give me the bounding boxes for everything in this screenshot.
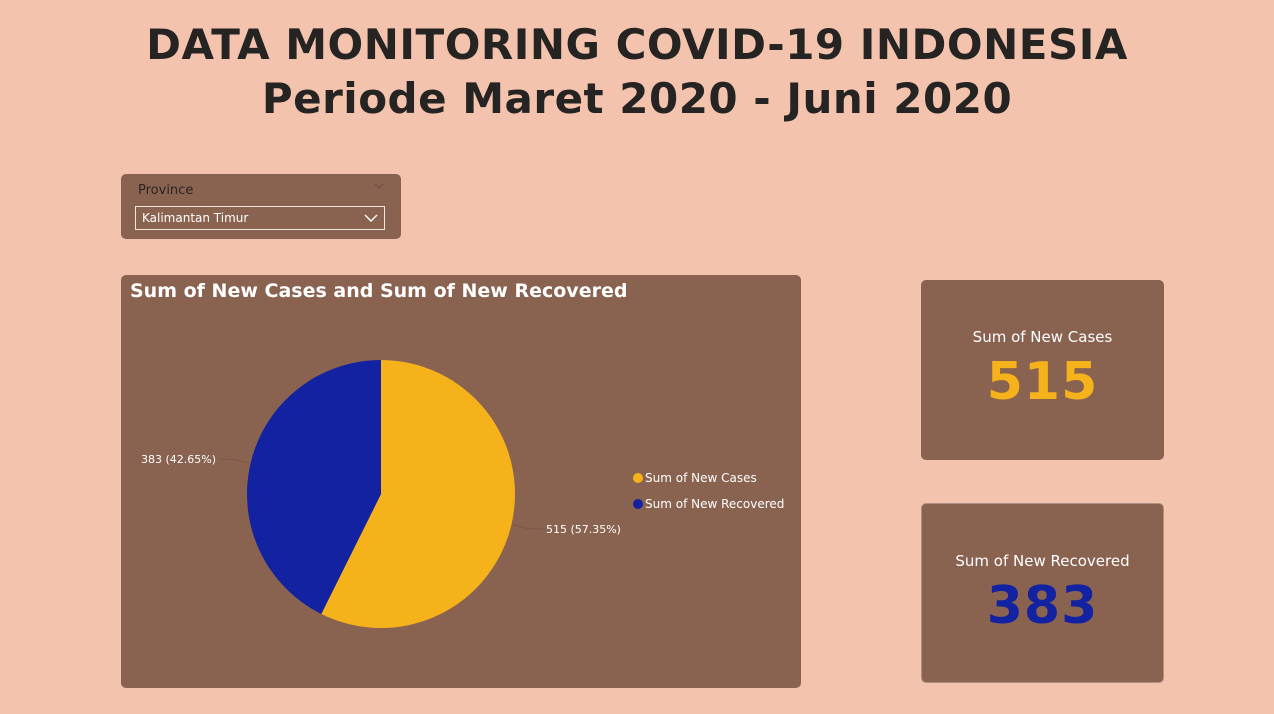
kpi-card-new-recovered: Sum of New Recovered 383 <box>921 503 1164 683</box>
kpi-value-new-recovered: 383 <box>986 576 1099 636</box>
data-label-leader-line <box>513 524 543 530</box>
pie-chart-card: Sum of New Cases and Sum of New Recovere… <box>121 275 801 688</box>
pie-slice-new-recovered[interactable] <box>247 360 381 614</box>
legend-marker-new-cases <box>633 473 643 483</box>
province-dropdown-value: Kalimantan Timur <box>142 211 249 225</box>
report-title-line1: DATA MONITORING COVID-19 INDONESIA <box>146 20 1128 69</box>
province-dropdown[interactable]: Kalimantan Timur <box>135 206 385 230</box>
legend-item-new-recovered[interactable]: Sum of New Recovered <box>645 497 784 511</box>
province-slicer: Province Kalimantan Timur <box>121 174 401 239</box>
kpi-value-new-cases: 515 <box>986 352 1099 412</box>
legend-marker-new-recovered <box>633 499 643 509</box>
kpi-card-new-cases: Sum of New Cases 515 <box>921 280 1164 460</box>
chart-title: Sum of New Cases and Sum of New Recovere… <box>130 280 628 302</box>
slicer-collapse-icon[interactable] <box>373 180 385 195</box>
legend-item-new-cases[interactable]: Sum of New Cases <box>645 471 757 485</box>
kpi-label-new-recovered: Sum of New Recovered <box>955 552 1130 570</box>
pie-chart: 515 (57.35%) 383 (42.65%) Sum of New Cases… <box>141 360 784 628</box>
kpi-label-new-cases: Sum of New Cases <box>972 328 1113 346</box>
data-label-new-recovered: 383 (42.65%) <box>141 453 216 466</box>
pie-slice-new-cases[interactable] <box>321 360 516 628</box>
slicer-header-label: Province <box>138 183 194 198</box>
data-label-new-cases: 515 (57.35%) <box>546 523 621 536</box>
data-label-leader-line <box>219 458 249 464</box>
report-title-line2: Periode Maret 2020 - Juni 2020 <box>261 74 1013 123</box>
report-title: DATA MONITORING COVID-19 INDONESIA Perio… <box>0 18 1274 126</box>
chevron-down-icon[interactable] <box>362 208 380 228</box>
